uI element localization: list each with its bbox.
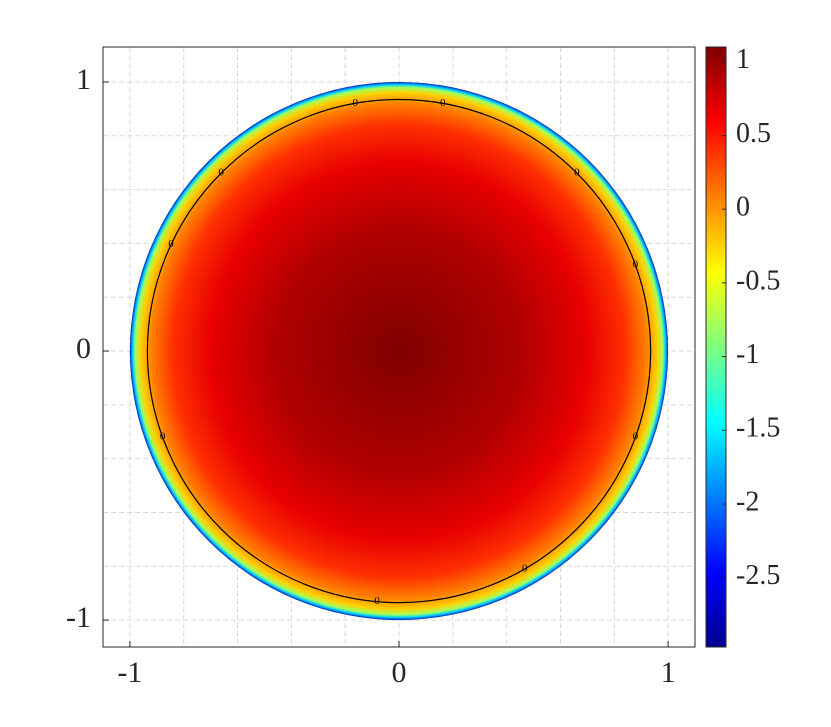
- contour-label: 0: [160, 431, 166, 443]
- contour-label: 0: [168, 238, 174, 250]
- field-disk: [129, 81, 669, 621]
- contour-label: 0: [374, 595, 380, 607]
- x-tick-label: 0: [392, 656, 407, 689]
- contour-label: 0: [218, 167, 224, 179]
- contour-label: 0: [440, 97, 446, 109]
- y-tick-label: -1: [66, 601, 91, 634]
- y-tick-label: 0: [76, 332, 91, 365]
- colorbar-tick-label: -1: [736, 339, 759, 370]
- contour-label: 0: [353, 97, 359, 109]
- x-tick-label: -1: [117, 656, 142, 689]
- contour-label: 0: [633, 431, 639, 443]
- colorbar-tick-label: 0.5: [736, 118, 771, 149]
- colorbar-tick-label: 0: [736, 192, 750, 223]
- contour-label: 0: [522, 562, 528, 574]
- contour-line: [146, 98, 652, 604]
- colorbar-tick-label: -1.5: [736, 413, 780, 444]
- colorbar-tick-label: -0.5: [736, 265, 780, 296]
- colorbar-tick-label: -2: [736, 486, 759, 517]
- contour-label: 0: [633, 259, 639, 271]
- y-tick-label: 1: [76, 63, 91, 96]
- colorbar-tick-label: 1: [736, 44, 750, 75]
- colorbar: [705, 46, 727, 648]
- contour-label: 0: [574, 167, 580, 179]
- x-tick-label: 1: [661, 656, 676, 689]
- colorbar-tick-label: -2.5: [736, 560, 780, 591]
